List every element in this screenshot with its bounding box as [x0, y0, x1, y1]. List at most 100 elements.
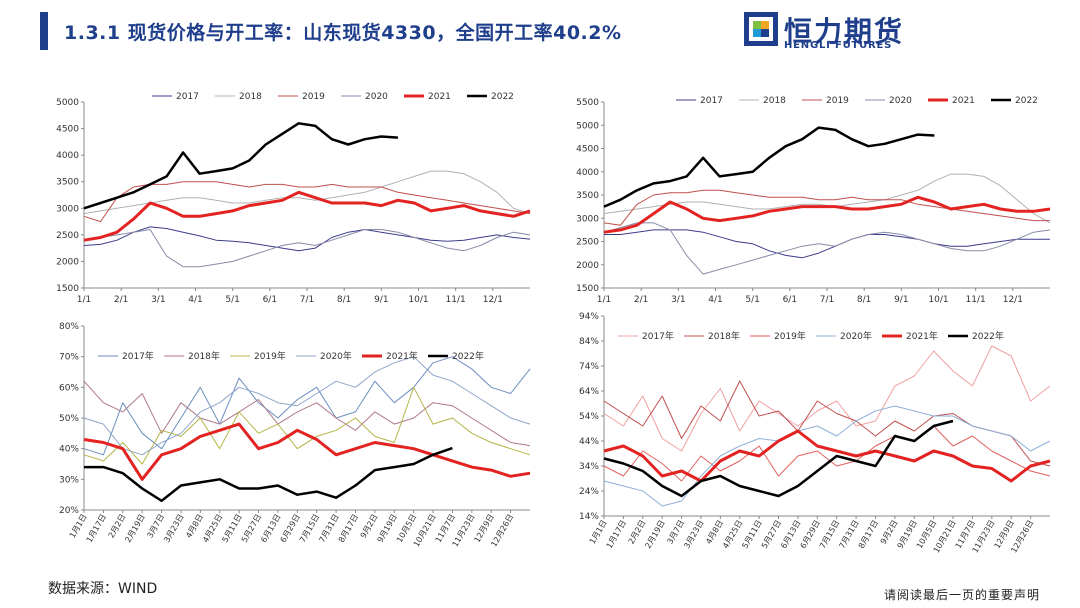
- x-tick-label: 9/1: [894, 295, 908, 305]
- x-tick-label: 9/1: [374, 295, 388, 305]
- series-line-2019年: [83, 386, 531, 465]
- legend-label: 2022年: [452, 350, 484, 362]
- y-tick-label: 2000: [576, 261, 599, 271]
- y-tick-label: 34%: [579, 462, 599, 472]
- y-tick-label: 80%: [59, 322, 79, 332]
- y-tick-label: 2500: [576, 238, 599, 248]
- y-tick-label: 20%: [59, 506, 79, 516]
- x-tick-label: 11/1: [966, 295, 986, 305]
- x-tick-label: 8/1: [337, 295, 351, 305]
- x-tick-label: 2/1: [114, 295, 128, 305]
- legend-label: 2022: [1015, 96, 1038, 106]
- x-tick-label: 1/1: [597, 295, 611, 305]
- legend-label: 2019: [302, 92, 325, 102]
- y-tick-label: 84%: [579, 337, 599, 347]
- legend-label: 2021: [428, 92, 451, 102]
- disclaimer-note: 请阅读最后一页的重要声明: [883, 588, 1040, 602]
- title-accent-bar: [40, 12, 48, 50]
- series-line-2022: [603, 126, 935, 208]
- legend-label: 2020: [365, 92, 388, 102]
- x-tick-label: 10/1: [408, 295, 428, 305]
- chart-rate-shandong: 20%30%40%50%60%70%80%1月1日1月17日2月2日2月19日3…: [59, 322, 531, 548]
- y-tick-label: 3000: [56, 204, 79, 214]
- legend-label: 2018年: [708, 330, 740, 342]
- legend-label: 2018年: [188, 350, 220, 362]
- data-source-note: 数据来源：WIND: [48, 581, 158, 597]
- y-tick-label: 1500: [576, 284, 599, 294]
- y-tick-label: 2500: [56, 231, 79, 241]
- legend-label: 2017: [700, 96, 723, 106]
- y-tick-label: 4500: [56, 125, 79, 135]
- legend-label: 2022年: [972, 330, 1004, 342]
- x-tick-label: 9月2日: [879, 519, 900, 546]
- series-line-2017年: [603, 345, 1051, 452]
- chart-rate-national: 14%24%34%44%54%64%74%84%94%1月1日1月17日2月2日…: [579, 312, 1051, 554]
- x-tick-label: 1/1: [77, 295, 91, 305]
- x-tick-label: 7/1: [300, 295, 314, 305]
- x-tick-label: 2/1: [634, 295, 648, 305]
- series-line-2020年: [83, 356, 531, 456]
- series-line-2017: [604, 229, 1050, 259]
- y-tick-label: 60%: [59, 383, 79, 393]
- series-line-2017: [83, 226, 531, 252]
- series-line-2021年: [83, 422, 531, 481]
- x-tick-label: 8/1: [857, 295, 871, 305]
- y-tick-label: 5000: [56, 98, 79, 108]
- series-line-2021: [83, 190, 531, 242]
- legend-label: 2019: [826, 96, 849, 106]
- x-tick-label: 6/1: [263, 295, 277, 305]
- series-line-2019: [603, 189, 1050, 226]
- x-tick-label: 6/1: [783, 295, 797, 305]
- y-tick-label: 94%: [579, 312, 599, 322]
- x-tick-label: 5/1: [225, 295, 239, 305]
- x-tick-label: 9月2日: [359, 513, 380, 540]
- legend-label: 2019年: [254, 350, 286, 362]
- y-tick-label: 44%: [579, 437, 599, 447]
- x-tick-label: 3/1: [671, 295, 685, 305]
- x-tick-label: 1月1日: [68, 513, 89, 540]
- legend-label: 2022: [491, 92, 514, 102]
- x-tick-label: 7/1: [820, 295, 834, 305]
- y-tick-label: 2000: [56, 257, 79, 267]
- legend-label: 2018: [239, 92, 262, 102]
- y-tick-label: 74%: [579, 362, 599, 372]
- x-tick-label: 3月7日: [665, 519, 686, 546]
- legend-label: 2019年: [774, 330, 806, 342]
- series-line-2020年: [603, 405, 1051, 507]
- series-line-2019年: [603, 425, 1051, 482]
- legend-label: 2020: [889, 96, 912, 106]
- y-tick-label: 5500: [576, 98, 599, 108]
- x-tick-label: 4月8日: [704, 519, 725, 546]
- series-line-2022年: [603, 419, 954, 498]
- y-tick-label: 30%: [59, 475, 79, 485]
- series-line-2020: [603, 222, 1051, 275]
- series-line-2019: [83, 181, 531, 223]
- logo-mark-icon: [744, 12, 778, 46]
- chart-price-national: 1500 2000 2500 3000 3500 4000 4500 5000 5500 1/1 2…: [576, 96, 1051, 305]
- series-line-2018: [83, 170, 531, 215]
- y-tick-label: 64%: [579, 387, 599, 397]
- page-title: 1.3.1 现货价格与开工率：山东现货4330，全国开工率40.2%: [64, 22, 622, 44]
- x-tick-label: 2月2日: [107, 513, 128, 540]
- legend-label: 2017: [176, 92, 199, 102]
- x-tick-label: 1月1日: [588, 519, 609, 546]
- legend-label: 2020年: [320, 350, 352, 362]
- x-tick-label: 5/1: [745, 295, 759, 305]
- y-tick-label: 14%: [579, 512, 599, 522]
- series-line-2021: [603, 195, 1051, 234]
- x-tick-label: 4/1: [188, 295, 202, 305]
- y-tick-label: 24%: [579, 487, 599, 497]
- x-tick-label: 12/1: [483, 295, 503, 305]
- chart-price-shandong: 1500 2000 2500 3000 3500 4000 4500 5000 1/1 2/1 3/…: [56, 92, 531, 305]
- series-line-2017年: [83, 356, 531, 456]
- x-tick-label: 4月8日: [184, 513, 205, 540]
- y-tick-label: 54%: [579, 412, 599, 422]
- y-tick-label: 3500: [56, 178, 79, 188]
- legend-label: 2017年: [642, 330, 674, 342]
- x-tick-label: 3/1: [151, 295, 165, 305]
- y-tick-label: 40%: [59, 445, 79, 455]
- x-tick-label: 10/1: [928, 295, 948, 305]
- legend-label: 2018: [763, 96, 786, 106]
- y-tick-label: 3500: [576, 191, 599, 201]
- x-tick-label: 4/1: [708, 295, 722, 305]
